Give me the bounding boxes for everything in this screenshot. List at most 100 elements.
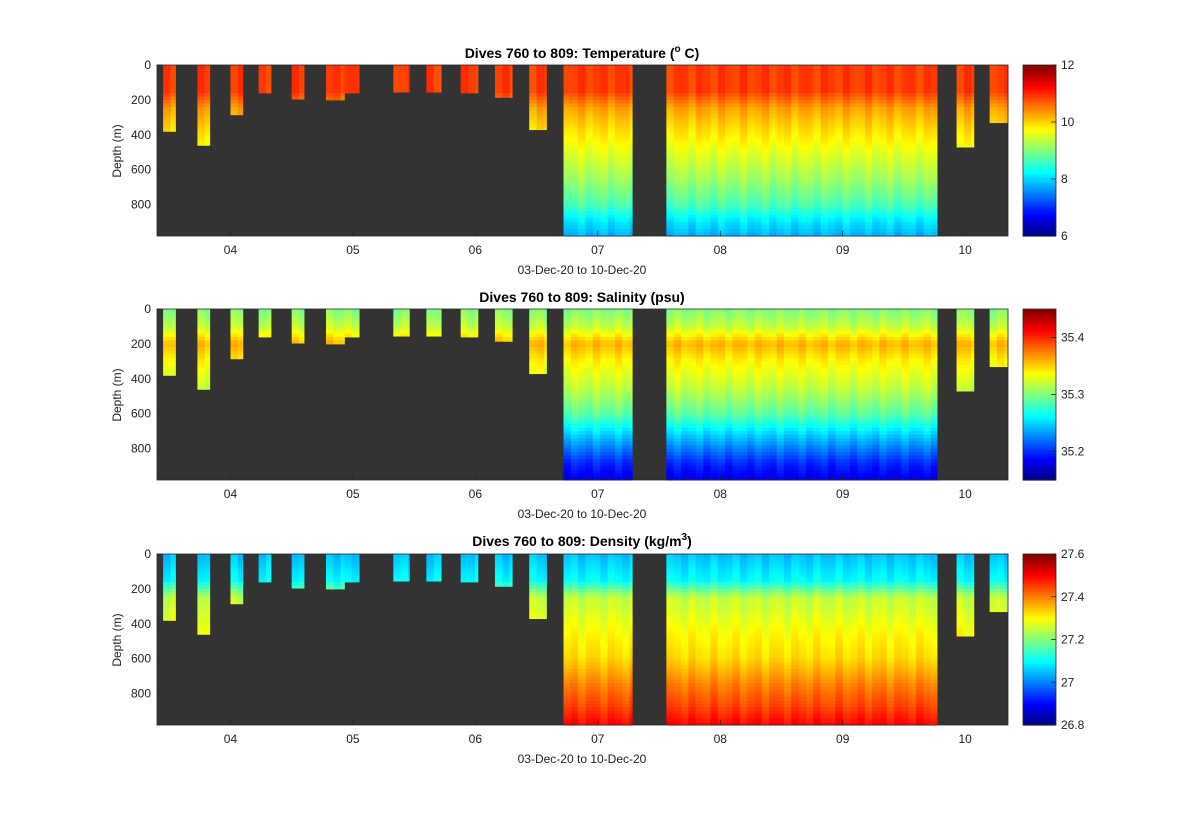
- profile-cell: [798, 427, 807, 432]
- profile-cell: [695, 455, 704, 460]
- profile-cell: [197, 113, 206, 118]
- profile-cell: [739, 110, 748, 115]
- profile-cell: [739, 180, 748, 185]
- profile-cell: [673, 166, 682, 171]
- profile-cell: [894, 141, 902, 146]
- profile-cell: [703, 455, 711, 460]
- profile-cell: [798, 403, 807, 408]
- profile-cell: [673, 347, 682, 352]
- profile-cell: [170, 103, 176, 108]
- profile-cell: [622, 361, 631, 366]
- profile-cell: [879, 176, 888, 181]
- profile-cell: [769, 99, 778, 104]
- profile-cell: [592, 190, 601, 195]
- profile-cell: [798, 65, 807, 69]
- profile-cell: [509, 85, 513, 90]
- profile-cell: [629, 462, 633, 467]
- profile-cell: [842, 71, 851, 76]
- profile-cell: [710, 218, 719, 223]
- profile-cell: [732, 455, 741, 460]
- profile-cell: [695, 473, 704, 478]
- profile-cell: [710, 131, 719, 136]
- profile-cell: [502, 333, 511, 338]
- profile-cell: [864, 82, 873, 87]
- profile-cell: [901, 225, 910, 230]
- profile-cell: [570, 134, 579, 139]
- profile-cell: [681, 476, 689, 481]
- profile-cell: [607, 145, 616, 150]
- profile-cell: [592, 326, 601, 331]
- profile-cell: [204, 319, 211, 324]
- profile-cell: [393, 82, 402, 87]
- profile-cell: [710, 176, 719, 181]
- profile-cell: [813, 113, 822, 118]
- profile-cell: [989, 113, 998, 118]
- profile-cell: [710, 229, 719, 234]
- profile-cell: [614, 131, 623, 136]
- profile-cell: [703, 445, 711, 450]
- profile-cell: [614, 431, 623, 436]
- profile-cell: [916, 218, 925, 223]
- profile-cell: [578, 452, 587, 457]
- profile-cell: [695, 85, 704, 90]
- profile-cell: [600, 378, 609, 383]
- profile-cell: [333, 329, 342, 334]
- profile-cell: [956, 85, 965, 90]
- profile-cell: [739, 65, 748, 69]
- profile-cell: [886, 82, 895, 87]
- profile-cell: [629, 424, 633, 429]
- profile-cell: [930, 155, 938, 160]
- profile-cell: [732, 173, 741, 178]
- profile-cell: [820, 183, 829, 188]
- profile-cell: [901, 190, 910, 195]
- profile-cell: [325, 315, 334, 320]
- profile-cell: [600, 445, 609, 450]
- profile-cell: [299, 329, 305, 334]
- profile-cell: [629, 410, 633, 415]
- profile-cell: [894, 211, 902, 216]
- profile-cell: [600, 92, 609, 97]
- profile-cell: [163, 333, 171, 338]
- profile-cell: [681, 124, 689, 129]
- profile-cell: [578, 354, 587, 359]
- profile-cell: [592, 78, 601, 83]
- profile-cell: [325, 89, 334, 94]
- colorbar-segment: [1023, 187, 1056, 192]
- profile-cell: [710, 364, 719, 369]
- profile-cell: [923, 141, 932, 146]
- profile-cell: [578, 382, 587, 387]
- profile-cell: [570, 378, 579, 383]
- profile-cell: [607, 176, 616, 181]
- profile-cell: [791, 159, 800, 164]
- profile-cell: [872, 99, 880, 104]
- profile-cell: [710, 194, 719, 199]
- profile-cell: [901, 148, 910, 153]
- profile-cell: [842, 194, 851, 199]
- profile-cell: [963, 103, 972, 108]
- profile-cell: [607, 103, 616, 108]
- profile-cell: [299, 92, 305, 97]
- profile-cell: [769, 476, 778, 481]
- profile-cell: [475, 315, 479, 320]
- profile-cell: [570, 385, 579, 390]
- profile-cell: [805, 431, 814, 436]
- dive-column: [344, 65, 360, 94]
- profile-cell: [578, 441, 587, 446]
- profile-cell: [850, 148, 858, 153]
- profile-cell: [732, 466, 741, 471]
- profile-cell: [607, 336, 616, 341]
- profile-cell: [585, 145, 594, 150]
- profile-cell: [732, 336, 741, 341]
- profile-cell: [747, 385, 756, 390]
- profile-cell: [864, 201, 873, 206]
- profile-cell: [835, 326, 844, 331]
- profile-cell: [629, 103, 633, 108]
- profile-cell: [607, 68, 616, 73]
- profile-cell: [344, 322, 353, 327]
- profile-cell: [163, 82, 171, 87]
- profile-cell: [805, 141, 814, 146]
- profile-cell: [776, 420, 785, 425]
- profile-cell: [695, 180, 704, 185]
- profile-cell: [614, 222, 623, 227]
- profile-cell: [732, 385, 741, 390]
